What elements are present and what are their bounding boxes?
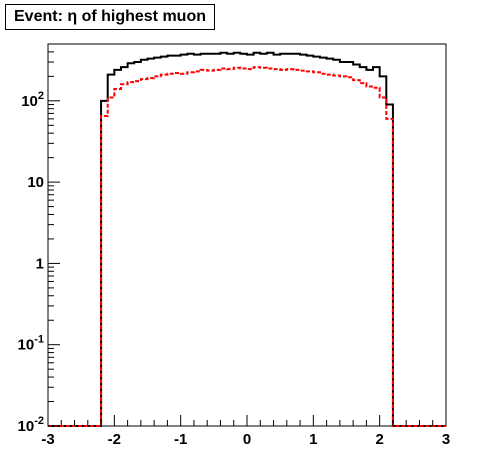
x-tick-label: -1 (174, 431, 187, 448)
x-tick-label: 2 (375, 431, 383, 448)
y-tick-label: 10-1 (18, 334, 44, 354)
axis-layer: -3 -2 -1 0 1 2 3 10-2 10-1 1 10 102 (18, 43, 450, 448)
y-tick-label: 1 (36, 255, 44, 272)
x-tick-label: -3 (41, 431, 54, 448)
histogram-series-2 (48, 66, 446, 427)
histogram-series-1 (48, 51, 446, 427)
y-tick-label: 10-2 (18, 415, 44, 435)
chart-title: Event: η of highest muon (5, 4, 215, 30)
series-layer (48, 51, 446, 427)
x-tick-label: 1 (309, 431, 317, 448)
x-tick-label: 0 (243, 431, 251, 448)
y-tick-label: 102 (21, 90, 44, 110)
x-tick-label: 3 (442, 431, 450, 448)
x-tick-label: -2 (108, 431, 121, 448)
y-tick-label: 10 (27, 174, 44, 191)
